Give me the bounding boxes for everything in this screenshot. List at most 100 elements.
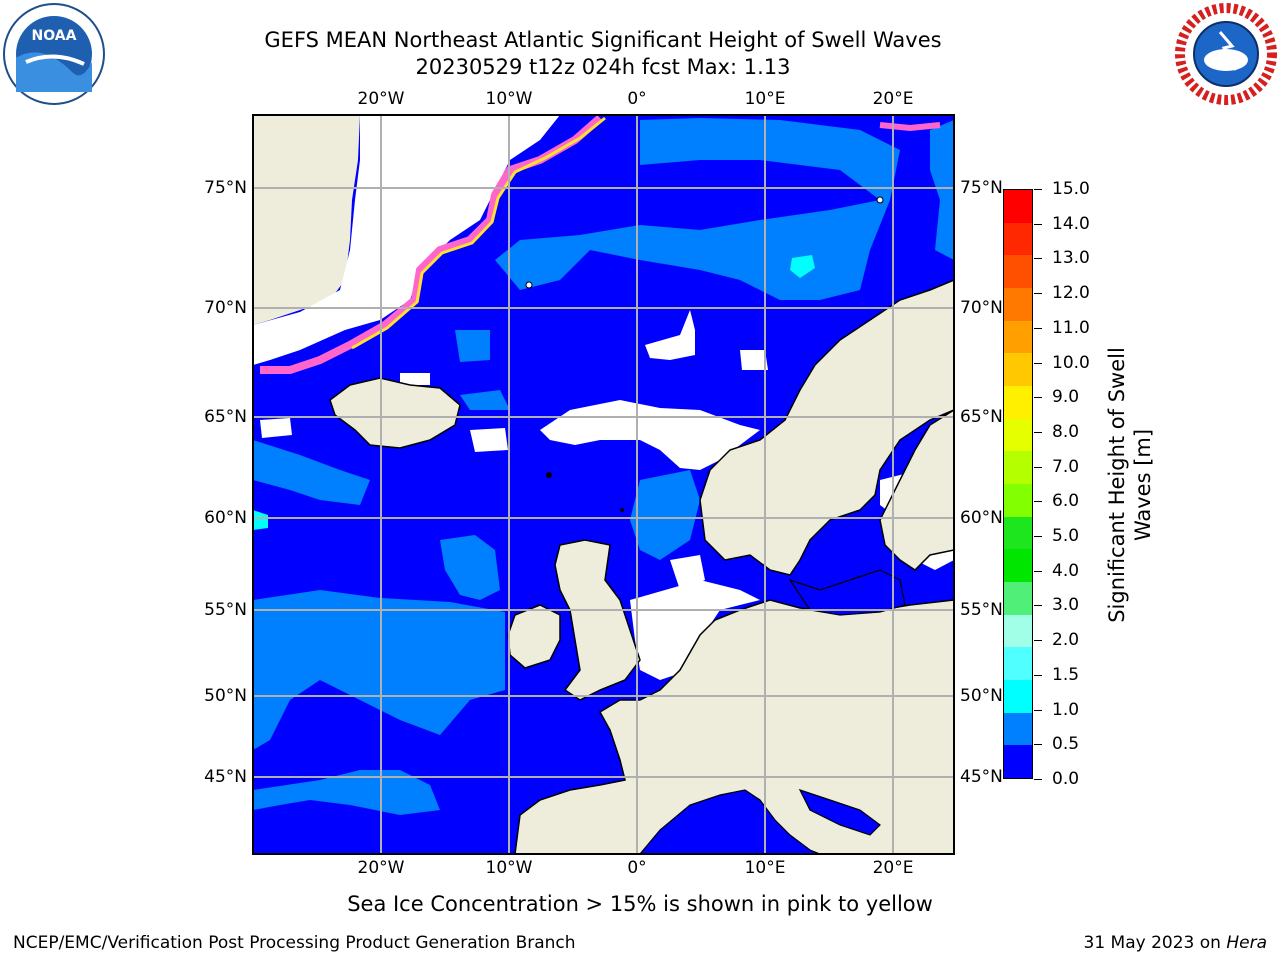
colorbar-segment — [1004, 712, 1032, 746]
swell-zone-west — [253, 440, 370, 505]
colorbar-tick — [1034, 605, 1042, 607]
swell-zone-mid — [455, 330, 490, 362]
swell-peak-norwegian — [790, 255, 815, 278]
lon-label-top: 10°E — [744, 89, 786, 109]
nodata-patch-5 — [260, 418, 292, 438]
colorbar-tick — [1034, 640, 1042, 642]
colorbar-segment — [1004, 288, 1032, 322]
lat-label-left: 70°N — [204, 298, 247, 318]
chart-subtitle: 20230529 t12z 024h fcst Max: 1.13 — [415, 55, 791, 79]
sea-ice-edge — [260, 115, 603, 374]
lon-label-bottom: 20°W — [357, 858, 405, 878]
lon-label-top: 10°W — [485, 89, 533, 109]
swell-zone-north-sea — [630, 470, 700, 560]
scandinavia — [699, 279, 954, 576]
bear-island — [876, 196, 884, 204]
colorbar-tick — [1034, 466, 1042, 468]
lat-label-right: 65°N — [960, 407, 1003, 427]
colorbar-tick-label: 2.0 — [1052, 630, 1080, 651]
lon-label-top: 20°E — [872, 89, 914, 109]
colorbar-tick-label: 14.0 — [1052, 213, 1090, 234]
lat-label-left: 65°N — [204, 407, 247, 427]
colorbar-tick-label: 9.0 — [1052, 387, 1080, 408]
swell-zone-south — [253, 770, 440, 815]
lon-label-top: 0° — [627, 89, 647, 109]
nodata-skagerrak — [670, 555, 705, 590]
lat-label-right: 60°N — [960, 508, 1003, 528]
lat-label-left: 75°N — [204, 178, 247, 198]
colorbar-segment — [1004, 680, 1032, 714]
baltic-sea — [788, 569, 906, 616]
great-britain — [554, 539, 641, 701]
colorbar-segment — [1004, 255, 1032, 289]
noaa-logo-text: NOAA — [32, 28, 77, 44]
colorbar-tick — [1034, 258, 1042, 260]
lon-label-top: 20°W — [357, 89, 405, 109]
faroe-islands — [546, 472, 552, 478]
colorbar-segment — [1004, 745, 1032, 779]
jan-mayen — [525, 281, 533, 289]
colorbar — [1003, 189, 1033, 779]
greenland-ice — [253, 115, 560, 365]
colorbar-segment — [1004, 516, 1032, 550]
colorbar-segment — [1004, 549, 1032, 583]
adriatic — [798, 788, 881, 836]
colorbar-tick — [1034, 674, 1042, 676]
colorbar-tick-label: 6.0 — [1052, 491, 1080, 512]
colorbar-tick-label: 11.0 — [1052, 317, 1090, 338]
colorbar-tick — [1034, 397, 1042, 399]
lat-label-left: 60°N — [204, 508, 247, 528]
colorbar-tick — [1034, 223, 1042, 225]
colorbar-tick — [1034, 709, 1042, 711]
colorbar-tick-label: 7.0 — [1052, 456, 1080, 477]
lat-label-left: 45°N — [204, 767, 247, 787]
footer-host: Hera — [1226, 933, 1267, 953]
colorbar-segment — [1004, 647, 1032, 681]
swell-zone-norwegian-sea — [495, 118, 900, 300]
continental-europe — [514, 599, 954, 854]
footer-credit: NCEP/EMC/Verification Post Processing Pr… — [13, 933, 576, 953]
colorbar-title-line2: Waves [m] — [1131, 428, 1155, 542]
colorbar-segment — [1004, 222, 1032, 256]
colorbar-tick-label: 15.0 — [1052, 179, 1090, 199]
swell-zone-central — [440, 535, 500, 600]
colorbar-segment — [1004, 190, 1032, 224]
swell-zone-barents — [930, 120, 954, 260]
colorbar-tick-label: 3.0 — [1052, 595, 1080, 616]
footer-date: 31 May 2023 on Hera — [1084, 933, 1268, 953]
footer-date-text: 31 May 2023 on — [1083, 933, 1227, 953]
colorbar-tick — [1034, 501, 1042, 503]
gridlines — [253, 115, 954, 854]
lat-label-right: 70°N — [960, 298, 1003, 318]
lat-label-left: 55°N — [204, 600, 247, 620]
chart-title: GEFS MEAN Northeast Atlantic Significant… — [264, 28, 942, 52]
colorbar-segment — [1004, 386, 1032, 420]
colorbar-title-line1: Significant Height of Swell — [1105, 347, 1129, 623]
colorbar-tick-label: 0.0 — [1052, 769, 1080, 789]
swell-zone-iceland-south — [460, 390, 510, 410]
colorbar-tick — [1034, 293, 1042, 295]
colorbar-tick — [1034, 536, 1042, 538]
colorbar-tick-label: 12.0 — [1052, 283, 1090, 304]
sea-ice-svalbard — [879, 122, 941, 132]
lat-label-right: 75°N — [960, 178, 1003, 198]
sea-ice-edge-yellow — [351, 116, 606, 350]
colorbar-tick-label: 1.5 — [1052, 664, 1080, 685]
colorbar-title: Significant Height of Swell Waves [m] — [1104, 347, 1156, 623]
colorbar-segment — [1004, 418, 1032, 452]
colorbar-tick — [1034, 189, 1042, 190]
colorbar-segment — [1004, 451, 1032, 485]
swell-zone-north — [253, 590, 505, 750]
greenland-land — [253, 115, 360, 325]
colorbar-segment — [1004, 582, 1032, 616]
lon-label-bottom: 0° — [627, 858, 647, 878]
nws-logo — [1175, 3, 1277, 105]
nodata-north-sea — [630, 580, 760, 680]
colorbar-segment — [1004, 353, 1032, 387]
colorbar-tick-label: 8.0 — [1052, 421, 1080, 442]
colorbar-tick — [1034, 362, 1042, 364]
colorbar-tick — [1034, 779, 1042, 780]
colorbar-tick — [1034, 431, 1042, 433]
map-border — [252, 114, 955, 855]
